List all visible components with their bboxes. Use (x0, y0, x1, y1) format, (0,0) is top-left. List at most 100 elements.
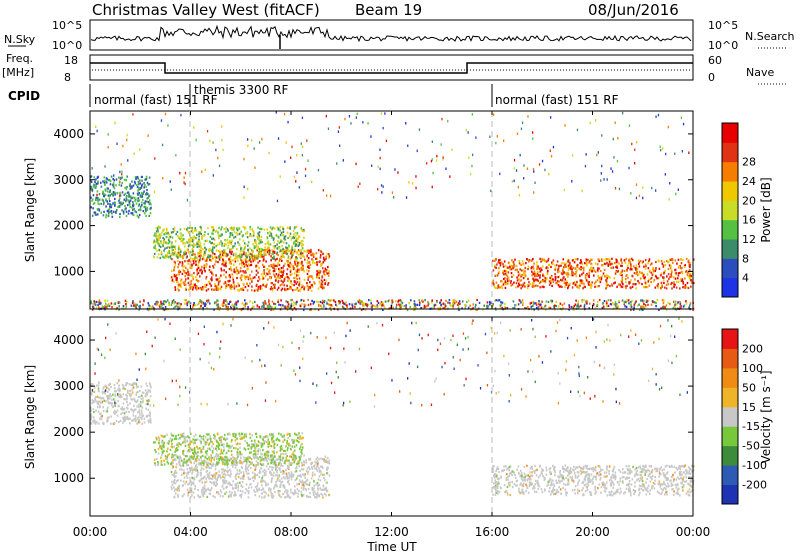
range-cell (107, 146, 109, 149)
range-cell (630, 263, 632, 266)
range-cell (221, 263, 223, 266)
range-cell (513, 281, 515, 284)
range-cell (261, 255, 264, 258)
range-cell (202, 495, 205, 498)
range-cell (533, 191, 535, 194)
range-cell (507, 266, 509, 269)
range-cell (143, 186, 145, 189)
range-cell (662, 306, 664, 309)
range-cell (259, 285, 262, 288)
range-cell (246, 265, 249, 268)
range-cell (245, 254, 247, 257)
range-cell (611, 170, 614, 173)
range-cell (220, 491, 223, 494)
range-cell (580, 304, 582, 307)
range-cell (638, 282, 640, 285)
range-cell (644, 276, 646, 279)
range-cell (458, 300, 461, 303)
range-cell (315, 257, 317, 260)
range-cell (194, 236, 196, 239)
range-cell (204, 168, 206, 172)
range-cell (233, 270, 235, 273)
range-cell (149, 395, 152, 398)
range-cell (301, 116, 304, 120)
range-cell (166, 232, 168, 235)
range-cell (109, 203, 111, 206)
range-cell (474, 305, 477, 308)
range-cell (323, 299, 326, 303)
range-cell (585, 153, 587, 156)
range-cell (272, 245, 275, 248)
range-cell (209, 489, 212, 492)
range-cell (303, 287, 305, 290)
range-cell (379, 303, 381, 306)
range-cell (211, 237, 213, 240)
range-cell (247, 459, 250, 462)
range-cell (262, 275, 264, 278)
range-cell (299, 280, 301, 283)
range-cell (121, 307, 123, 310)
range-cell (267, 483, 269, 486)
range-cell (108, 397, 111, 400)
range-cell (424, 306, 426, 309)
range-cell (216, 285, 219, 288)
range-cell (611, 257, 613, 260)
range-cell (570, 305, 573, 309)
range-cell (275, 474, 277, 477)
range-cell (228, 274, 231, 277)
range-cell (296, 488, 299, 491)
range-cell (610, 266, 612, 269)
range-cell (153, 252, 156, 255)
range-cell (523, 281, 526, 284)
range-cell (197, 251, 199, 254)
range-cell (204, 481, 206, 484)
range-cell (149, 418, 152, 421)
range-cell (108, 178, 110, 182)
range-cell (512, 274, 515, 277)
range-cell (472, 303, 475, 306)
range-cell (97, 395, 99, 398)
range-cell (265, 470, 267, 473)
range-cell (256, 249, 258, 252)
range-cell (658, 308, 660, 311)
range-cell (295, 244, 298, 248)
range-cell (90, 206, 92, 209)
range-cell (147, 201, 150, 204)
range-cell (120, 163, 122, 166)
range-cell (579, 281, 582, 284)
range-cell (399, 303, 402, 306)
range-cell (109, 183, 112, 186)
range-cell (320, 283, 322, 286)
range-cell (674, 259, 677, 262)
range-cell (236, 269, 239, 272)
range-cell (643, 302, 645, 306)
range-cell (229, 475, 232, 478)
range-cell (538, 300, 540, 303)
range-cell (193, 302, 195, 305)
range-cell (574, 303, 577, 306)
range-cell (315, 252, 318, 255)
range-cell (139, 187, 141, 190)
range-cell (94, 303, 97, 306)
range-cell (577, 306, 579, 309)
range-cell (226, 238, 229, 241)
range-cell (171, 300, 174, 303)
range-cell (504, 272, 507, 275)
range-cell (395, 303, 398, 306)
range-cell (342, 159, 344, 162)
range-cell (254, 256, 257, 259)
range-cell (654, 286, 657, 289)
range-cell (94, 211, 97, 214)
range-cell (629, 305, 632, 308)
range-cell (143, 299, 145, 302)
range-cell (316, 491, 319, 494)
range-cell (196, 466, 198, 469)
range-cell (642, 196, 644, 200)
range-cell (565, 283, 567, 286)
range-cell (532, 301, 535, 304)
range-cell (137, 183, 140, 186)
range-cell (201, 270, 203, 273)
range-cell (92, 408, 95, 411)
range-cell (363, 304, 365, 307)
